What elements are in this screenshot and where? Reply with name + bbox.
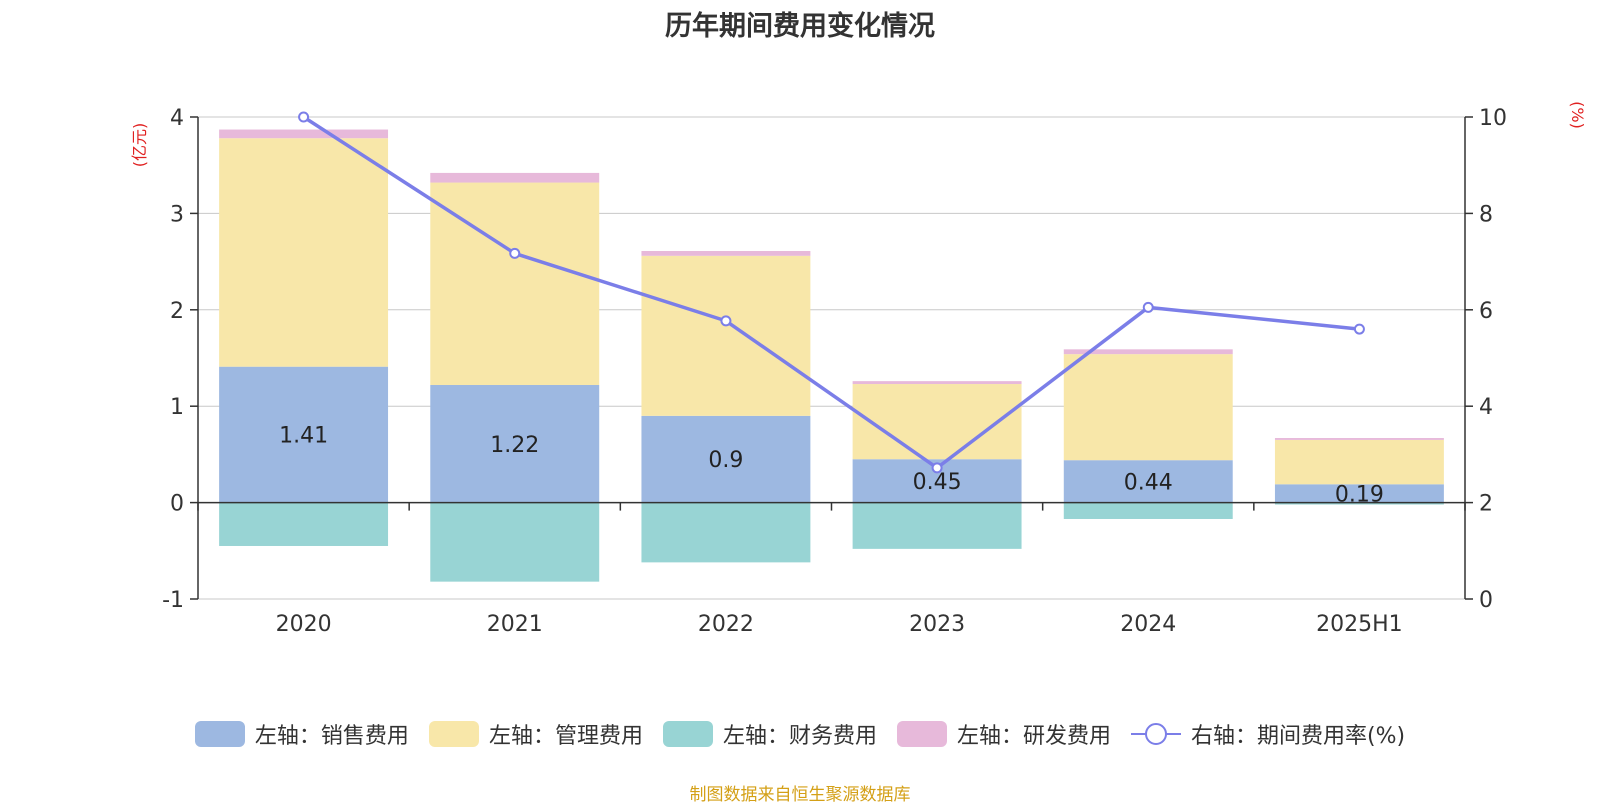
bar-segment-3	[1063, 349, 1233, 355]
right-axis-tick-label: 2	[1479, 492, 1493, 517]
bar-segment-3	[852, 381, 1022, 385]
left-axis-unit: (亿元)	[130, 123, 149, 168]
bar-layer	[219, 129, 1444, 582]
legend-label-admin: 左轴：管理费用	[488, 724, 643, 749]
label-layer: 1.41 1.22 0.9 0.45 0.44 0.19	[279, 424, 1384, 508]
legend-swatch-rd	[896, 721, 947, 747]
bar-data-label: 1.41	[279, 424, 328, 449]
right-axis-tick-label: 4	[1479, 395, 1493, 420]
bar-segment-1	[430, 182, 600, 385]
bar-segment-0	[430, 384, 600, 503]
x-axis-category-label: 2025H1	[1316, 612, 1403, 637]
bar-segment-1	[1063, 354, 1233, 461]
bar-segment-0	[641, 415, 811, 503]
axis-layer: -1 0 1 2 3 4 0 2 4 6 8 10 2020 2021 2022 2023 2024 2025H1	[162, 106, 1507, 637]
data-source-note: 制图数据来自恒生聚源数据库	[689, 785, 911, 805]
legend-item-finance[interactable]: 左轴：财务费用	[662, 718, 877, 750]
bar-segment-3	[219, 129, 389, 139]
left-axis-tick-label: -1	[162, 588, 184, 613]
bar-segment-3	[1274, 438, 1444, 440]
bar-segment-2	[1274, 502, 1444, 505]
bar-segment-3	[641, 250, 811, 256]
line-point	[720, 315, 732, 327]
legend-label-sales: 左轴：销售费用	[254, 724, 409, 749]
left-axis-tick-label: 2	[170, 299, 184, 324]
x-axis-category-label: 2023	[909, 612, 965, 637]
bar-data-label: 0.9	[708, 448, 743, 473]
legend-item-sales[interactable]: 左轴：销售费用	[194, 718, 409, 750]
x-axis-category-label: 2024	[1120, 612, 1176, 637]
bar-data-label: 0.44	[1124, 470, 1173, 495]
legend-swatch-sales	[194, 721, 245, 747]
legend-line-marker-icon	[1130, 721, 1181, 747]
line-point	[1142, 301, 1154, 313]
line-point	[1353, 323, 1365, 335]
right-axis-tick-label: 6	[1479, 299, 1493, 324]
line-series	[302, 115, 1360, 470]
line-layer	[298, 111, 1365, 474]
bar-segment-2	[641, 502, 811, 563]
bar-data-label: 0.45	[913, 470, 962, 495]
bar-segment-0	[219, 366, 389, 503]
left-axis-tick-label: 3	[170, 202, 184, 227]
bar-segment-2	[1063, 502, 1233, 519]
line-point	[509, 247, 521, 259]
legend-swatch-finance	[662, 721, 713, 747]
right-axis-unit: (%)	[1568, 101, 1587, 129]
bar-segment-3	[430, 172, 600, 183]
chart-title: 历年期间费用变化情况	[665, 11, 935, 42]
right-axis-tick-label: 10	[1479, 106, 1507, 131]
legend-item-rd[interactable]: 左轴：研发费用	[896, 718, 1111, 750]
legend: 左轴：销售费用 左轴：管理费用 左轴：财务费用 左轴：研发费用 右轴：期间费用率…	[0, 718, 1600, 750]
bar-segment-0	[1063, 460, 1233, 503]
left-axis-tick-label: 1	[170, 395, 184, 420]
legend-label-rd: 左轴：研发费用	[956, 724, 1111, 749]
left-axis-tick-label: 4	[170, 106, 184, 131]
bar-data-label: 1.22	[490, 433, 539, 458]
legend-label-expense-rate: 右轴：期间费用率(%)	[1190, 724, 1406, 749]
bar-segment-1	[219, 138, 389, 367]
bar-segment-1	[641, 255, 811, 416]
bar-data-label: 0.19	[1335, 482, 1384, 507]
bar-segment-0	[1274, 484, 1444, 503]
legend-item-expense-rate[interactable]: 右轴：期间费用率(%)	[1130, 718, 1406, 750]
bar-segment-2	[852, 502, 1022, 549]
x-axis-category-label: 2021	[487, 612, 543, 637]
bar-segment-2	[219, 502, 389, 546]
right-axis-tick-label: 8	[1479, 202, 1493, 227]
x-axis-category-label: 2020	[276, 612, 332, 637]
legend-label-finance: 左轴：财务费用	[722, 724, 877, 749]
x-axis-category-label: 2022	[698, 612, 754, 637]
bar-segment-1	[1274, 439, 1444, 485]
bar-segment-1	[852, 384, 1022, 460]
legend-item-admin[interactable]: 左轴：管理费用	[428, 718, 643, 750]
legend-swatch-admin	[428, 721, 479, 747]
right-axis-tick-label: 0	[1479, 588, 1493, 613]
left-axis-tick-label: 0	[170, 492, 184, 517]
line-point	[298, 111, 310, 123]
line-point	[931, 462, 943, 474]
bar-segment-2	[430, 502, 600, 582]
